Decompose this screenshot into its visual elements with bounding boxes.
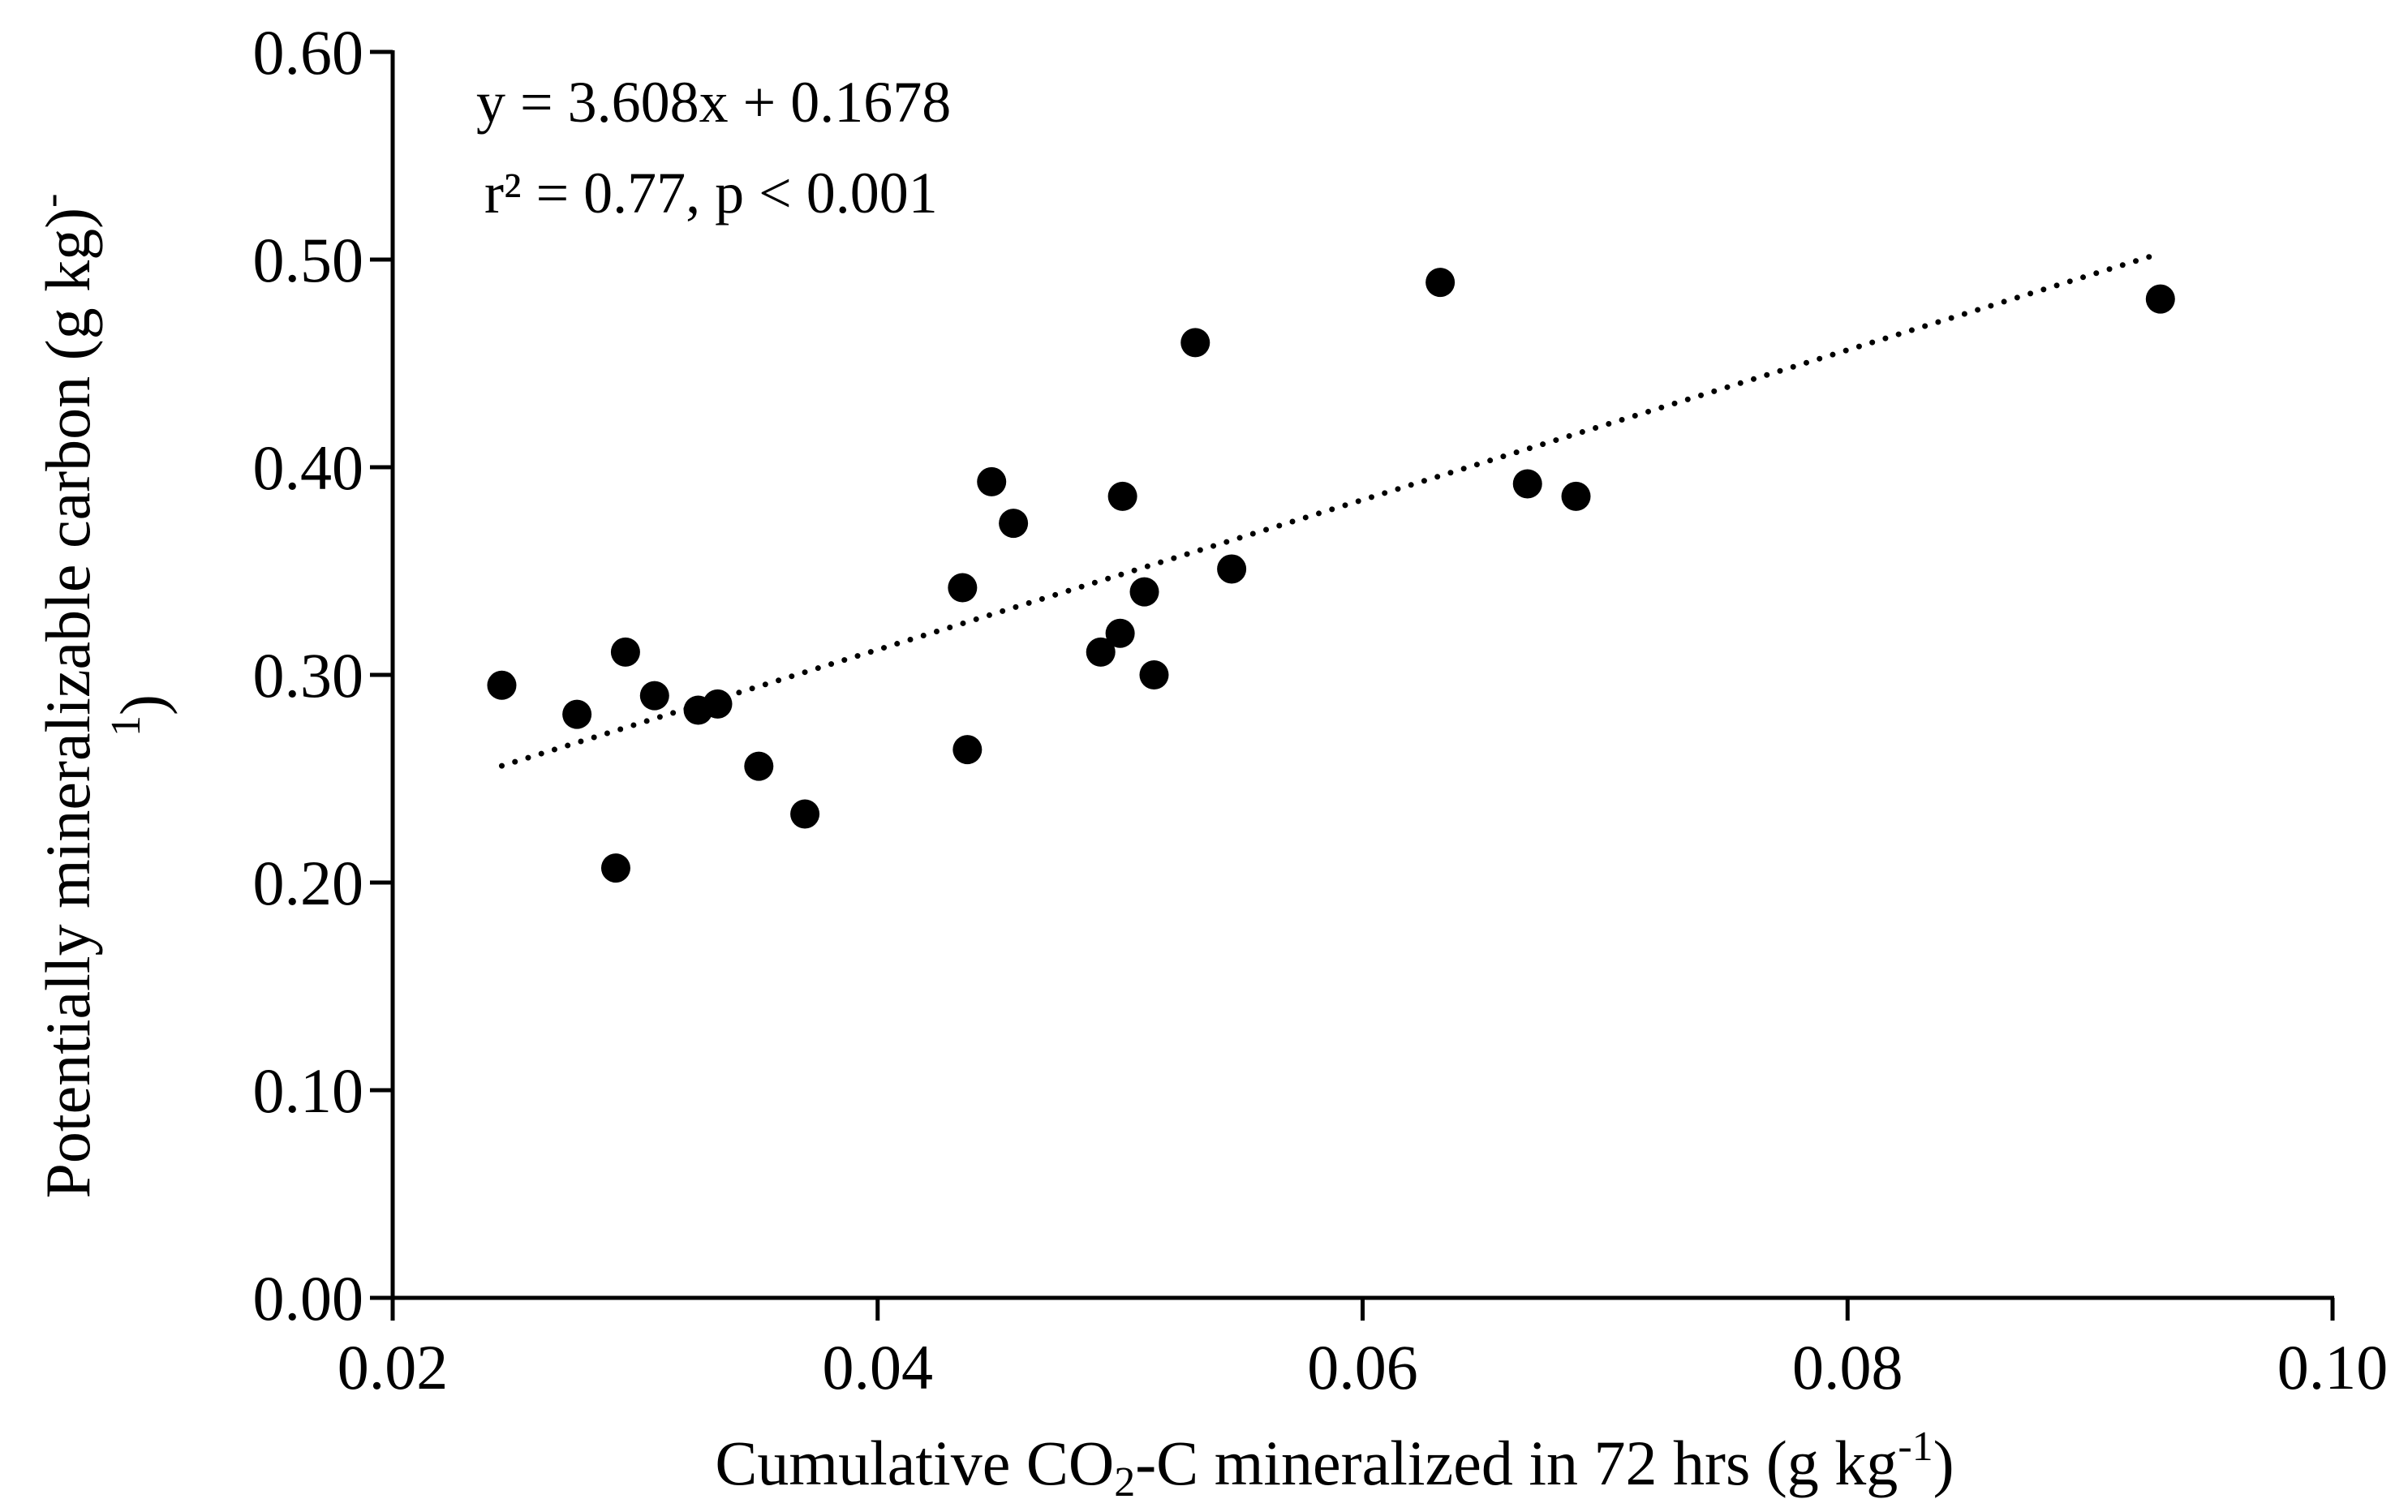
y-tick-label: 0.10 [253, 1055, 364, 1126]
data-point [1139, 660, 1169, 689]
data-point [744, 751, 774, 781]
trendline [498, 253, 2154, 769]
y-tick-label: 0.50 [253, 225, 364, 295]
y-ticks: 0.00 0.10 0.20 0.30 0.40 0.50 0.60 [253, 17, 393, 1334]
data-point [952, 735, 983, 765]
x-tick-label: 0.02 [338, 1332, 449, 1402]
data-point [1561, 481, 1591, 511]
data-point [639, 681, 669, 711]
x-tick-label: 0.08 [1792, 1332, 1903, 1402]
x-ticks: 0.02 0.04 0.06 0.08 0.10 [338, 1298, 2389, 1402]
data-point [562, 699, 592, 729]
data-point [487, 670, 517, 700]
regression-equation: y = 3.608x + 0.1678 [476, 70, 951, 135]
x-title-post: ) [1933, 1428, 1954, 1498]
data-point [999, 509, 1029, 539]
y-title-line1: Potentially mineralizable carbon (g kg)- [28, 194, 103, 1199]
x-tick-label: 0.04 [823, 1332, 934, 1402]
y-tick-label: 0.30 [253, 640, 364, 711]
data-point [1086, 637, 1116, 667]
y-axis-title: Potentially mineralizable carbon (g kg)-… [28, 194, 178, 1199]
data-point [790, 799, 820, 829]
trendline-group [498, 253, 2154, 769]
x-tick-label: 0.06 [1307, 1332, 1418, 1402]
y-title-line2-text: ) [107, 694, 178, 715]
data-point [1129, 577, 1159, 607]
y-title-line2: 1) [103, 694, 178, 737]
y-tick-label: 0.00 [253, 1263, 364, 1334]
x-axis-title: Cumulative CO2-C mineralized in 72 hrs (… [715, 1424, 1954, 1506]
y-title-line2-sup: 1 [103, 715, 149, 737]
data-point [610, 637, 640, 667]
data-point [948, 573, 978, 603]
x-title-sub: 2 [1114, 1459, 1135, 1506]
y-title-line1-text: Potentially mineralizable carbon (g kg) [32, 208, 103, 1199]
data-point [703, 689, 733, 719]
x-title-pre: Cumulative CO [715, 1428, 1114, 1498]
data-point [2145, 284, 2175, 314]
data-point [1425, 268, 1456, 298]
data-points [487, 268, 2175, 883]
x-title-mid: -C mineralized in 72 hrs (g kg [1135, 1428, 1898, 1498]
data-point [600, 853, 630, 883]
y-tick-label: 0.60 [253, 17, 364, 88]
data-point [1512, 469, 1542, 499]
data-point [1105, 618, 1135, 648]
axes [390, 50, 2334, 1300]
y-tick-label: 0.20 [253, 848, 364, 918]
x-tick-label: 0.10 [2277, 1332, 2389, 1402]
regression-stats: r² = 0.77, p < 0.001 [484, 161, 938, 226]
x-title-sup: -1 [1898, 1424, 1933, 1470]
data-point [1107, 481, 1137, 511]
data-point [977, 466, 1007, 496]
data-point [1180, 328, 1210, 358]
data-point [1217, 554, 1247, 584]
y-title-line1-sup: - [28, 194, 75, 208]
y-tick-label: 0.40 [253, 432, 364, 503]
